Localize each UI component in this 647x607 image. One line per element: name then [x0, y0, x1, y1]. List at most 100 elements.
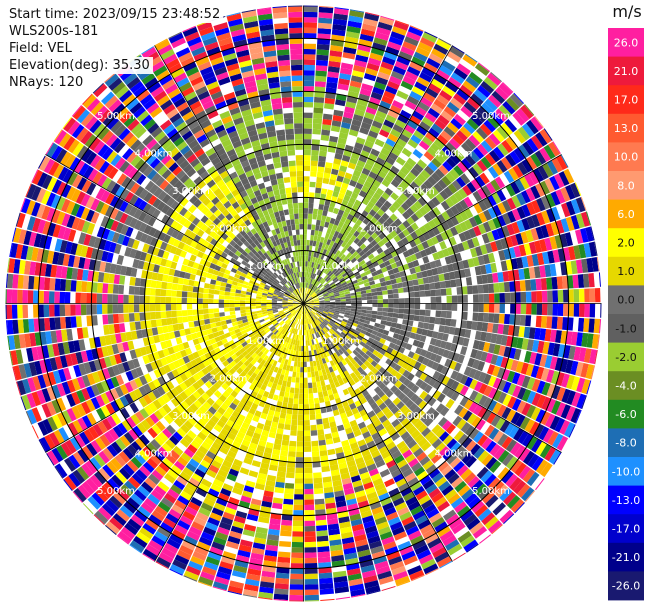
velocity-gate	[389, 326, 396, 333]
velocity-gate	[25, 246, 34, 261]
velocity-gate	[237, 344, 244, 351]
velocity-gate	[243, 434, 253, 443]
velocity-gate	[466, 320, 473, 330]
velocity-gate	[580, 211, 591, 227]
velocity-gate	[378, 526, 391, 536]
velocity-gate	[338, 239, 344, 246]
velocity-gate	[324, 262, 330, 268]
velocity-gate	[317, 551, 331, 558]
velocity-gate	[373, 243, 381, 251]
velocity-gate	[285, 386, 291, 393]
velocity-gate	[248, 470, 259, 478]
velocity-gate	[580, 228, 589, 243]
velocity-gate	[332, 358, 338, 365]
velocity-gate	[80, 350, 89, 363]
velocity-gate	[531, 200, 541, 214]
velocity-gate	[518, 447, 531, 462]
velocity-gate	[328, 141, 337, 148]
velocity-gate	[312, 213, 318, 220]
velocity-gate	[429, 245, 437, 254]
velocity-gate	[338, 407, 346, 415]
velocity-gate	[305, 293, 308, 299]
velocity-gate	[347, 320, 353, 325]
velocity-gate	[322, 352, 328, 358]
velocity-gate	[301, 345, 304, 352]
velocity-gate	[318, 370, 323, 377]
velocity-gate	[279, 455, 288, 462]
velocity-gate	[360, 229, 368, 237]
velocity-gate	[279, 412, 287, 419]
velocity-gate	[443, 126, 456, 138]
velocity-gate	[382, 329, 390, 336]
velocity-gate	[393, 142, 404, 152]
velocity-gate	[390, 221, 398, 230]
velocity-gate	[442, 434, 454, 446]
velocity-gate	[434, 153, 446, 165]
velocity-gate	[483, 342, 491, 353]
velocity-gate	[586, 333, 594, 348]
velocity-gate	[298, 345, 302, 352]
velocity-gate	[434, 119, 447, 130]
velocity-gate	[306, 318, 309, 325]
velocity-gate	[468, 71, 483, 85]
velocity-gate	[197, 298, 203, 304]
velocity-gate	[111, 344, 120, 355]
velocity-gate	[273, 313, 280, 317]
velocity-gate	[340, 307, 346, 310]
velocity-gate	[322, 312, 328, 316]
velocity-gate	[166, 381, 175, 391]
velocity-gate	[334, 256, 340, 263]
velocity-gate	[130, 493, 144, 506]
velocity-gate	[353, 485, 365, 493]
velocity-gate	[412, 245, 420, 254]
velocity-gate	[299, 340, 302, 346]
velocity-gate	[323, 282, 329, 287]
velocity-gate	[401, 550, 416, 561]
velocity-gate	[173, 480, 186, 491]
velocity-gate	[200, 502, 213, 512]
velocity-gate	[337, 266, 343, 272]
velocity-gate	[170, 297, 177, 304]
velocity-gate	[351, 306, 357, 309]
velocity-gate	[404, 356, 413, 364]
velocity-gate	[597, 334, 600, 349]
velocity-gate	[318, 17, 333, 24]
velocity-gate	[236, 317, 242, 322]
velocity-gate	[271, 305, 278, 307]
velocity-gate	[435, 403, 446, 414]
velocity-gate	[289, 327, 293, 333]
velocity-gate	[85, 246, 94, 259]
velocity-gate	[535, 366, 545, 380]
velocity-gate	[303, 59, 316, 66]
velocity-gate	[383, 455, 394, 464]
velocity-gate	[332, 325, 338, 331]
velocity-gate	[248, 407, 256, 415]
velocity-gate	[319, 271, 324, 277]
velocity-gate	[33, 276, 40, 290]
velocity-gate	[304, 531, 316, 537]
velocity-gate	[197, 396, 206, 405]
velocity-gate	[41, 388, 51, 403]
velocity-gate	[139, 408, 149, 419]
velocity-gate	[188, 394, 198, 403]
velocity-gate	[59, 355, 68, 368]
velocity-gate	[288, 338, 292, 344]
velocity-gate	[328, 292, 334, 296]
velocity-gate	[319, 583, 334, 590]
velocity-gate	[397, 459, 408, 469]
velocity-gate	[462, 259, 470, 269]
velocity-gate	[511, 208, 521, 221]
velocity-gate	[202, 303, 209, 309]
velocity-gate	[53, 429, 65, 444]
velocity-gate	[220, 281, 227, 287]
velocity-gate	[442, 85, 456, 97]
velocity-gate	[303, 128, 312, 134]
velocity-gate	[354, 534, 367, 542]
velocity-gate	[332, 479, 343, 487]
velocity-gate	[16, 380, 27, 396]
velocity-gate	[335, 350, 341, 357]
velocity-gate	[106, 252, 114, 263]
velocity-gate	[366, 590, 381, 595]
velocity-gate	[310, 234, 314, 241]
velocity-gate	[329, 273, 335, 279]
